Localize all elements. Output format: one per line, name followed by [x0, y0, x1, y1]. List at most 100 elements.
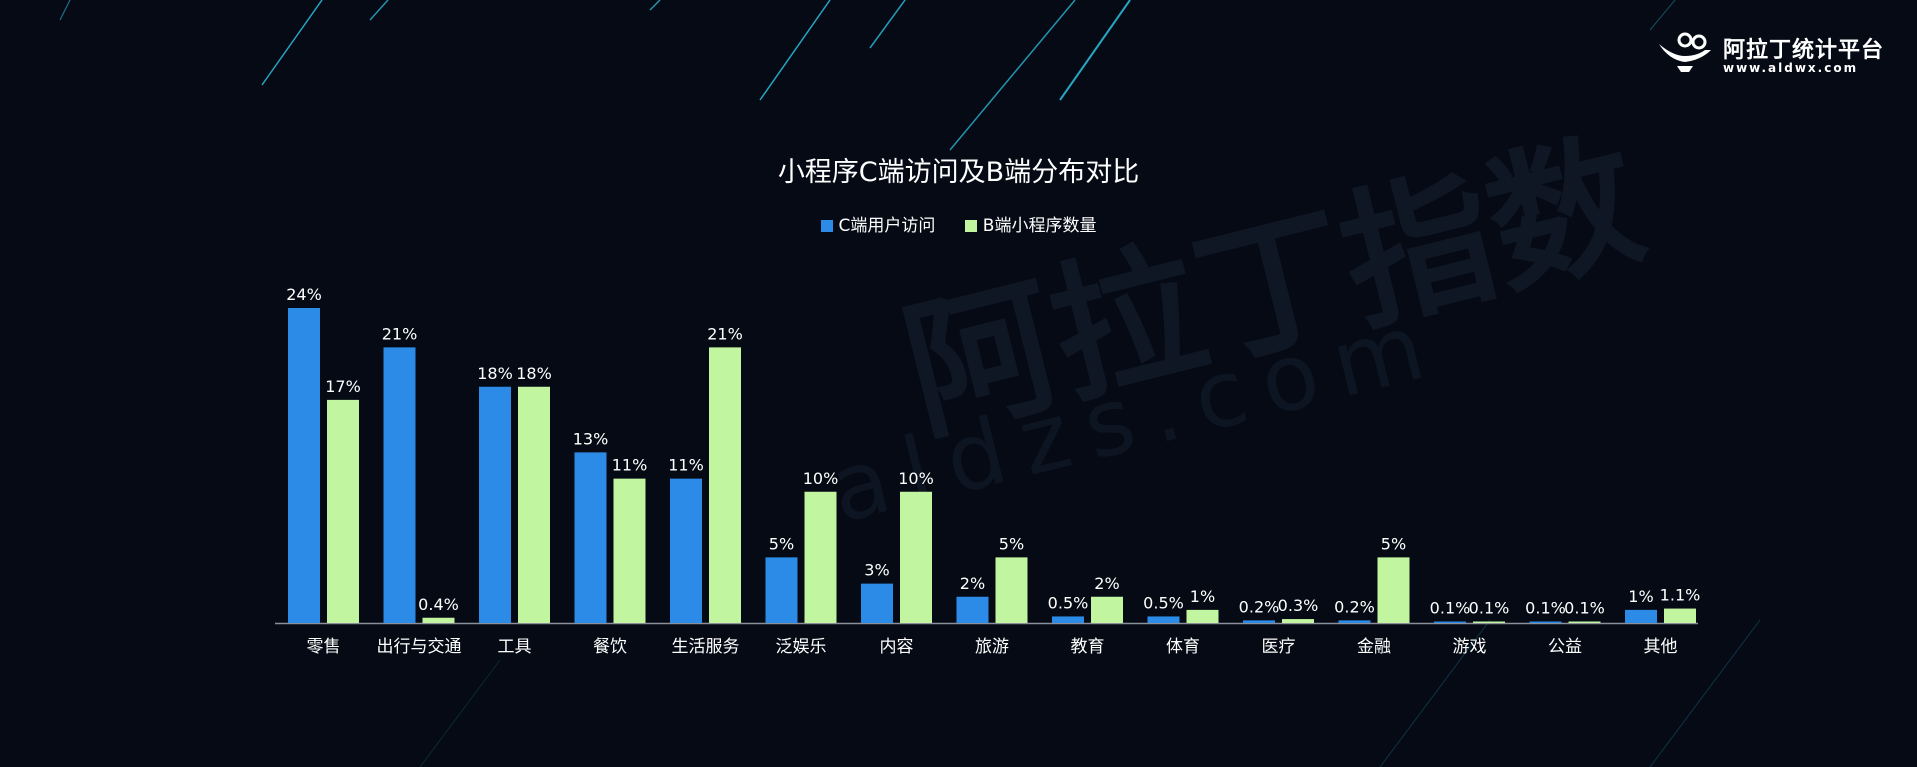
data-label-b-6: 10%	[898, 469, 934, 488]
bar-c-2	[479, 386, 511, 623]
bar-b-13	[1568, 621, 1601, 623]
bar-b-7	[995, 557, 1028, 623]
category-label-0: 零售	[307, 637, 341, 657]
legend-swatch-c	[820, 220, 833, 232]
data-label-c-3: 13%	[573, 429, 609, 448]
bar-c-9	[1147, 616, 1180, 623]
bar-c-10	[1243, 620, 1275, 623]
chart-legend: C端用户访问 B端小程序数量	[0, 211, 1917, 236]
legend-label-c: C端用户访问	[838, 216, 936, 236]
category-label-2: 工具	[498, 637, 532, 657]
bar-b-5	[804, 491, 837, 623]
data-label-b-1: 0.4%	[418, 595, 459, 614]
bar-b-0	[327, 399, 359, 623]
data-label-b-10: 0.3%	[1278, 596, 1319, 615]
background-streak	[869, 0, 906, 49]
category-label-4: 生活服务	[672, 637, 740, 657]
data-label-c-5: 5%	[769, 534, 794, 553]
data-label-c-13: 0.1%	[1525, 599, 1566, 618]
bar-c-13	[1529, 621, 1562, 623]
data-label-b-13: 0.1%	[1564, 599, 1605, 618]
bar-c-5	[765, 557, 798, 623]
legend-item-c: C端用户访问	[820, 211, 936, 236]
bar-c-4	[670, 478, 702, 623]
category-label-5: 泛娱乐	[776, 637, 827, 657]
bar-b-11	[1377, 557, 1410, 623]
bar-b-9	[1186, 609, 1219, 623]
data-label-b-14: 1.1%	[1660, 586, 1701, 605]
bar-c-8	[1052, 616, 1084, 623]
bar-c-7	[956, 596, 989, 623]
data-label-b-0: 17%	[325, 377, 361, 396]
category-label-6: 内容	[880, 637, 914, 657]
category-label-1: 出行与交通	[377, 637, 462, 657]
background-streak	[369, 0, 389, 21]
data-label-b-4: 21%	[707, 324, 743, 343]
data-label-c-9: 0.5%	[1143, 593, 1184, 612]
bar-c-6	[861, 583, 893, 623]
category-label-12: 游戏	[1453, 637, 1487, 657]
bar-b-3	[613, 478, 646, 623]
data-label-c-4: 11%	[668, 456, 704, 475]
data-label-c-6: 3%	[864, 561, 889, 580]
background-streak	[261, 0, 323, 86]
background-streak	[1059, 0, 1131, 101]
data-label-b-9: 1%	[1190, 587, 1215, 606]
background-streak	[59, 0, 71, 21]
category-label-11: 金融	[1357, 637, 1391, 657]
background-streak	[759, 0, 831, 101]
background-streak	[949, 0, 1076, 151]
category-label-7: 旅游	[975, 637, 1009, 657]
bar-c-1	[383, 347, 416, 623]
bar-b-14	[1664, 608, 1696, 623]
data-label-c-8: 0.5%	[1048, 593, 1089, 612]
data-label-c-10: 0.2%	[1239, 597, 1280, 616]
chart-title: 小程序C端访问及B端分布对比	[777, 157, 1140, 188]
category-label-10: 医疗	[1262, 637, 1296, 657]
bar-c-14	[1625, 609, 1657, 623]
category-label-14: 其他	[1644, 637, 1678, 657]
bar-c-11	[1338, 620, 1371, 623]
bar-c-3	[574, 452, 607, 623]
bar-b-12	[1473, 621, 1505, 623]
legend-swatch-b	[964, 220, 977, 232]
category-label-3: 餐饮	[593, 637, 627, 657]
data-label-c-14: 1%	[1628, 587, 1653, 606]
data-label-b-7: 5%	[999, 534, 1024, 553]
data-label-c-12: 0.1%	[1430, 599, 1471, 618]
data-label-c-7: 2%	[960, 574, 985, 593]
legend-item-b: B端小程序数量	[964, 211, 1096, 236]
bar-b-6	[900, 491, 932, 623]
category-label-9: 体育	[1166, 637, 1200, 657]
lamp-icon	[1659, 32, 1711, 72]
brand-name: 阿拉丁统计平台	[1723, 38, 1885, 63]
data-label-b-11: 5%	[1381, 534, 1406, 553]
data-label-c-1: 21%	[382, 324, 418, 343]
bar-b-8	[1091, 596, 1123, 623]
data-label-c-0: 24%	[286, 285, 322, 304]
data-label-c-2: 18%	[477, 364, 513, 383]
bar-c-12	[1434, 621, 1466, 623]
category-label-13: 公益	[1548, 637, 1582, 657]
background-streak	[1649, 619, 1761, 767]
brand-url: www.aldwx.com	[1723, 61, 1859, 75]
brand-logo: 阿拉丁统计平台 www.aldwx.com	[1655, 30, 1895, 80]
background-streak	[649, 0, 661, 11]
data-label-b-12: 0.1%	[1469, 599, 1510, 618]
data-label-b-2: 18%	[516, 364, 552, 383]
data-label-b-8: 2%	[1094, 574, 1119, 593]
background-streak	[1379, 619, 1491, 767]
bar-b-10	[1282, 619, 1314, 623]
bar-c-0	[288, 308, 320, 623]
bar-b-2	[518, 386, 550, 623]
data-label-c-11: 0.2%	[1334, 597, 1375, 616]
data-label-b-3: 11%	[612, 456, 648, 475]
data-label-b-5: 10%	[803, 469, 839, 488]
background-streak	[419, 659, 501, 767]
background-streak	[1649, 0, 1676, 31]
bar-b-1	[422, 617, 455, 623]
category-label-8: 教育	[1071, 637, 1105, 657]
bar-b-4	[709, 347, 741, 623]
